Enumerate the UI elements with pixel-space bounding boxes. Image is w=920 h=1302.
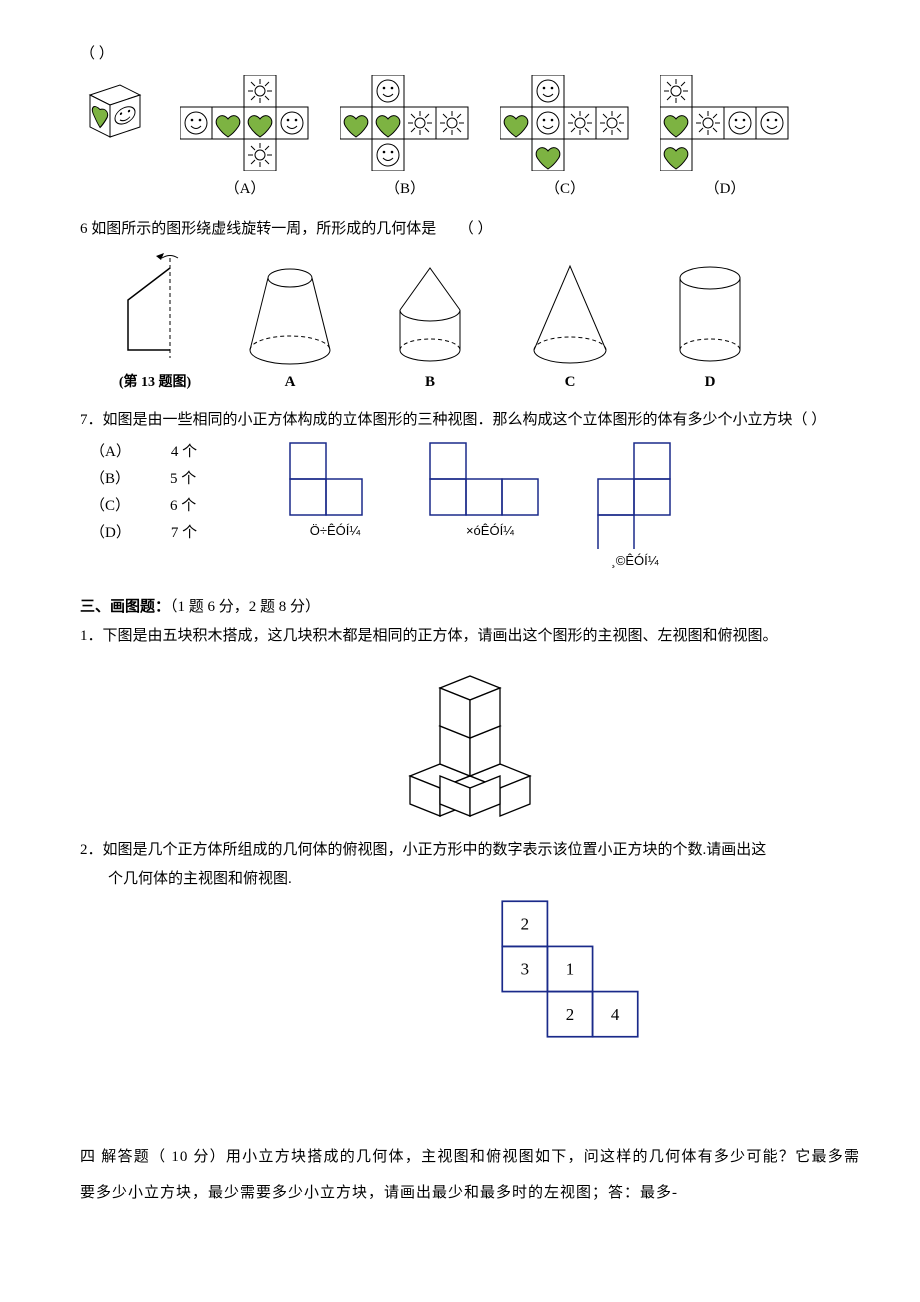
q5-paren: （ ） xyxy=(80,40,860,69)
svg-text:4: 4 xyxy=(611,1005,620,1024)
q6-paren: （ ） xyxy=(459,221,493,237)
sec3-q1-text: 1．下图是由五块积木搭成，这几块积木都是相同的正方体，请画出这个图形的主视图、左… xyxy=(80,622,860,651)
q5-label-a: （A） xyxy=(180,175,310,204)
svg-text:1: 1 xyxy=(566,960,574,979)
q7-caption-top: ¸©ÊÓÍ¼ xyxy=(590,549,680,574)
q5-label-c: （C） xyxy=(500,175,630,204)
q7-caption-front: Ö÷ÊÓÍ¼ xyxy=(280,519,390,544)
svg-text:3: 3 xyxy=(521,960,529,979)
q6-solid-b xyxy=(380,258,480,368)
q6-solid-c xyxy=(520,258,620,368)
svg-text:2: 2 xyxy=(521,915,529,934)
sec3-scoring: （1 题 6 分，2 题 8 分） xyxy=(170,599,320,615)
q7-view-left xyxy=(420,439,560,519)
sec3-heading: 三、画图题： xyxy=(80,599,170,615)
q6-solid-d xyxy=(660,258,760,368)
q5-net-d xyxy=(660,75,790,171)
q6-profile xyxy=(110,250,200,370)
q6-solid-a xyxy=(240,258,340,368)
q5-figures-row xyxy=(80,75,860,171)
sec3-q1-figure xyxy=(390,656,550,826)
sec3-q2-line2: 个几何体的主视图和俯视图. xyxy=(80,865,860,894)
q7-text: 7．如图是由一些相同的小正方体构成的立体图形的三种视图．那么构成这个立体图形的体… xyxy=(80,406,860,435)
q7-opt-c-val: 6 个 xyxy=(170,498,196,514)
q7-opt-d-key: （D） xyxy=(90,525,131,541)
q6-caption: (第 13 题图) xyxy=(110,370,200,397)
q7-opt-a-val: 4 个 xyxy=(171,444,197,460)
q7-opt-c-key: （C） xyxy=(90,498,130,514)
q6-line: 6 如图所示的图形绕虚线旋转一周，所形成的几何体是 （ ） xyxy=(80,215,860,244)
q6-label-a: A xyxy=(240,368,340,397)
sec3-q2-line1: 2．如图是几个正方体所组成的几何体的俯视图，小正方形中的数字表示该位置小正方块的… xyxy=(80,836,860,865)
sec3-q2-grid: 2 3 1 2 4 xyxy=(500,899,640,1039)
q6-figures-row: (第 13 题图) A B C xyxy=(110,250,860,397)
q5-label-d: （D） xyxy=(660,175,790,204)
q7-view-top xyxy=(590,439,680,549)
q7-opt-d-val: 7 个 xyxy=(171,525,197,541)
q6-label-d: D xyxy=(660,368,760,397)
q7-opt-a-key: （A） xyxy=(90,444,131,460)
q5-net-b xyxy=(340,75,470,171)
svg-text:2: 2 xyxy=(566,1005,574,1024)
q7-options: （A） 4 个 （B） 5 个 （C） 6 个 （D） 7 个 xyxy=(90,439,250,547)
q7-opt-b-val: 5 个 xyxy=(170,471,196,487)
q5-net-c xyxy=(500,75,630,171)
q7-caption-left: ×óÊÓÍ¼ xyxy=(420,519,560,544)
q6-label-b: B xyxy=(380,368,480,397)
q5-net-a xyxy=(180,75,310,171)
q7-body: （A） 4 个 （B） 5 个 （C） 6 个 （D） 7 个 Ö÷ÊÓÍ¼ ×óÊÓÍ… xyxy=(80,439,860,574)
q5-labels-row: （A） （B） （C） （D） xyxy=(80,175,860,204)
q5-cube-3d xyxy=(80,75,150,145)
q7-view-front xyxy=(280,439,390,519)
q7-opt-b-key: （B） xyxy=(90,471,130,487)
sec4-text: 四 解答题（ 10 分）用小立方块搭成的几何体，主视图和俯视图如下，问这样的几何… xyxy=(80,1139,860,1211)
q5-label-b: （B） xyxy=(340,175,470,204)
q6-label-c: C xyxy=(520,368,620,397)
q6-text: 6 如图所示的图形绕虚线旋转一周，所形成的几何体是 xyxy=(80,221,436,237)
